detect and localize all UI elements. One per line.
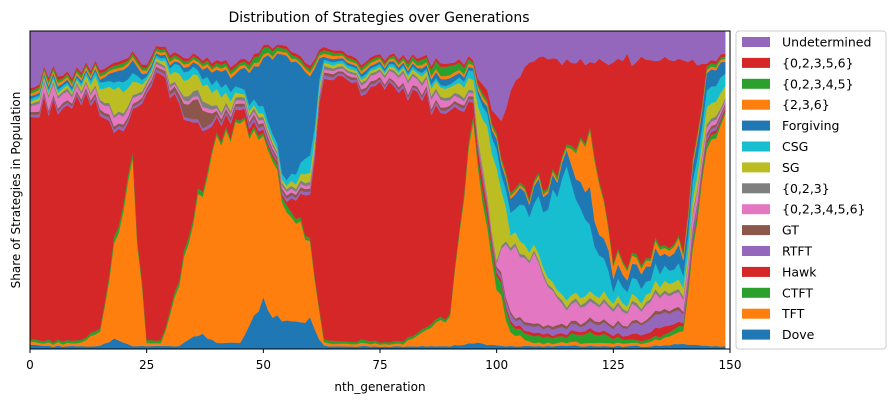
legend-label: {2,3,6} xyxy=(782,97,830,112)
legend-label: CSG xyxy=(782,139,808,154)
legend-label: {0,2,3} xyxy=(782,181,830,196)
legend-swatch xyxy=(742,287,770,298)
x-axis-label: nth_generation xyxy=(334,380,425,394)
legend-label: Undetermined xyxy=(782,35,871,50)
x-tick-label: 50 xyxy=(256,358,271,372)
legend-swatch xyxy=(742,266,770,277)
x-tick-label: 0 xyxy=(26,358,34,372)
legend-swatch xyxy=(742,183,770,194)
legend-label: Dove xyxy=(782,327,815,342)
legend-label: Forgiving xyxy=(782,118,839,133)
legend: Undetermined {0,2,3,5,6} {0,2,3,4,5} {2,3,6… xyxy=(735,30,887,350)
legend-swatch xyxy=(742,141,770,152)
legend-label: GT xyxy=(782,223,799,238)
legend-swatch xyxy=(742,329,770,340)
legend-swatch xyxy=(742,78,770,89)
legend-frame xyxy=(735,30,887,350)
legend-swatch xyxy=(742,225,770,236)
legend-swatch xyxy=(742,120,770,131)
x-tick-label: 150 xyxy=(719,358,742,372)
x-tick-label: 100 xyxy=(485,358,508,372)
chart-title: Distribution of Strategies over Generati… xyxy=(228,10,529,26)
x-tick-label: 25 xyxy=(139,358,154,372)
legend-label: {0,2,3,4,5} xyxy=(782,76,854,91)
x-tick-label: 125 xyxy=(602,358,625,372)
legend-swatch xyxy=(742,162,770,173)
x-tick-label: 75 xyxy=(372,358,387,372)
legend-swatch xyxy=(742,99,770,110)
legend-swatch xyxy=(742,246,770,256)
legend-label: Hawk xyxy=(782,264,817,279)
legend-label: SG xyxy=(782,160,800,175)
legend-swatch xyxy=(742,308,770,319)
y-axis-label: Share of Strategies in Population xyxy=(9,92,23,289)
legend-label: {0,2,3,5,6} xyxy=(782,55,854,70)
legend-label: {0,2,3,4,5,6} xyxy=(782,202,866,217)
legend-label: RTFT xyxy=(782,244,812,259)
area-layers xyxy=(29,30,726,350)
x-axis-ticks: 0 25 50 75 100 125 150 xyxy=(26,349,741,372)
legend-swatch xyxy=(742,37,770,47)
legend-swatch xyxy=(742,204,770,215)
legend-label: TFT xyxy=(781,306,805,321)
legend-swatch xyxy=(742,57,770,68)
legend-label: CTFT xyxy=(782,285,813,300)
